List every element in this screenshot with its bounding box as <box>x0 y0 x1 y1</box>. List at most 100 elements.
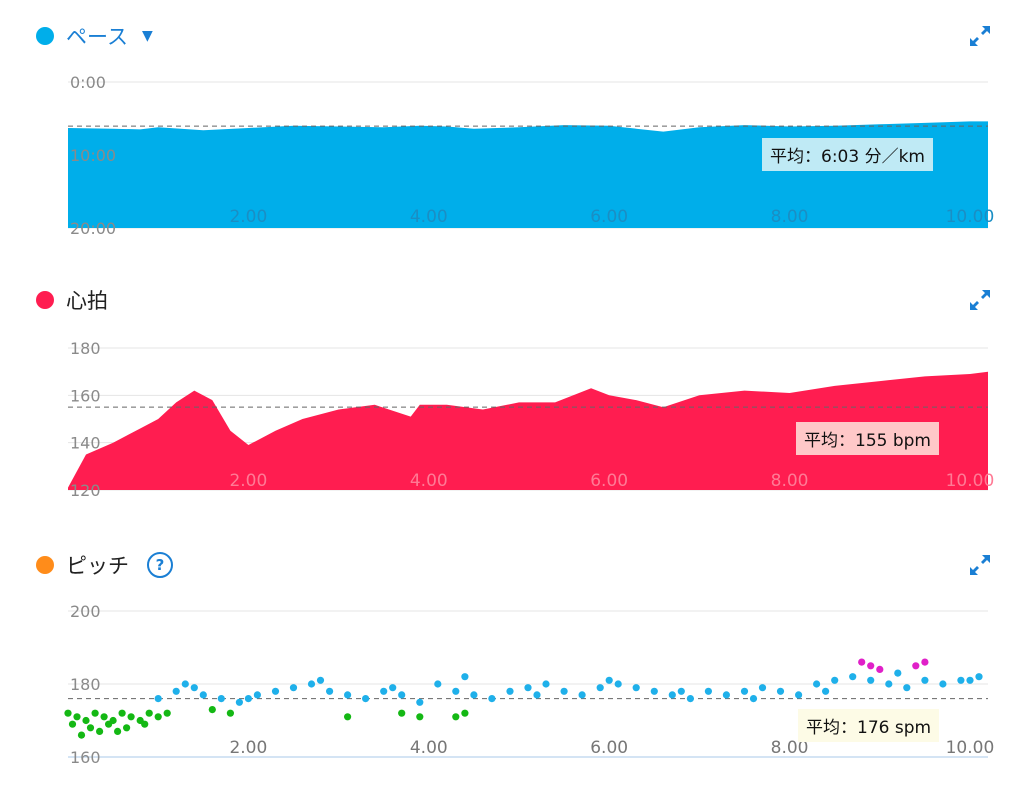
cadence-point <box>127 713 135 721</box>
cadence-point <box>849 673 857 681</box>
cadence-point <box>244 695 252 703</box>
cadence-x-tick: 8.00 <box>771 738 809 758</box>
heart-rate-x-tick: 10.00 <box>946 471 995 491</box>
cadence-point <box>96 727 104 735</box>
cadence-point <box>105 720 113 728</box>
cadence-point <box>86 724 95 732</box>
cadence-point <box>578 691 586 699</box>
cadence-point <box>939 680 947 688</box>
cadence-point <box>172 687 180 695</box>
cadence-point <box>876 665 884 673</box>
cadence-point <box>668 691 676 699</box>
cadence-point <box>114 727 122 735</box>
pace-panel: ペース ▼ 0:00 10:00 20:00 2.00 4.00 6.00 8.00 10.0… <box>0 0 1024 250</box>
cadence-point <box>389 684 397 692</box>
cadence-point <box>154 713 162 721</box>
cadence-point <box>506 687 514 695</box>
pace-header[interactable]: ペース ▼ <box>36 18 153 54</box>
expand-arrows-icon[interactable] <box>968 288 992 312</box>
cadence-point <box>344 691 352 699</box>
cadence-y-tick: 160 <box>70 748 101 767</box>
cadence-point <box>605 676 613 684</box>
cadence-point <box>452 713 460 721</box>
cadence-point <box>533 691 541 699</box>
pace-y-tick: 0:00 <box>70 73 106 92</box>
pace-x-tick: 4.00 <box>410 207 448 227</box>
cadence-point <box>650 687 658 695</box>
cadence-point <box>957 676 965 684</box>
cadence-point <box>795 691 803 699</box>
cadence-point <box>235 698 243 706</box>
cadence-point <box>307 680 316 688</box>
cadence-point <box>100 713 108 721</box>
pace-average-badge: 平均：6:03 分／km <box>762 138 933 171</box>
pace-y-tick: 10:00 <box>70 146 116 165</box>
heart-rate-x-tick: 2.00 <box>229 471 267 491</box>
heart-rate-average-badge: 平均：155 bpm <box>796 422 939 455</box>
cadence-point <box>831 676 839 684</box>
cadence-point <box>253 691 261 699</box>
cadence-point <box>722 691 731 699</box>
pace-area <box>68 121 988 228</box>
cadence-point <box>398 709 406 717</box>
question-circle-icon[interactable]: ? <box>147 552 173 578</box>
cadence-point <box>704 687 713 695</box>
cadence-chart: 200 180 160 2.00 4.00 6.00 8.00 10.00 <box>64 602 995 767</box>
cadence-point <box>894 669 902 677</box>
cadence-point <box>73 713 81 721</box>
heart-rate-y-tick: 160 <box>70 386 101 405</box>
cadence-x-tick: 4.00 <box>410 738 448 758</box>
heart-rate-area <box>68 371 988 490</box>
cadence-point <box>199 691 207 699</box>
cadence-point <box>867 676 875 684</box>
cadence-point <box>362 695 370 703</box>
cadence-point <box>921 676 929 684</box>
cadence-point <box>488 695 496 703</box>
cadence-average-badge: 平均：176 spm <box>798 709 940 742</box>
cadence-x-tick: 6.00 <box>590 738 628 758</box>
cadence-point <box>758 684 767 692</box>
cadence-point <box>118 709 126 717</box>
cadence-point <box>398 691 406 699</box>
caret-down-icon[interactable]: ▼ <box>141 28 153 44</box>
cadence-point <box>434 680 442 688</box>
pace-x-tick: 10.00 <box>946 207 995 227</box>
pace-legend-dot <box>36 27 54 45</box>
cadence-point <box>912 662 920 670</box>
pace-x-tick: 6.00 <box>590 207 628 227</box>
cadence-panel: ピッチ ? 200 180 160 2.00 4.00 6.00 8.00 10.00 平均：… <box>0 535 1024 802</box>
cadence-point <box>416 713 424 721</box>
expand-arrows-icon[interactable] <box>968 24 992 48</box>
pace-x-tick: 2.00 <box>229 207 267 227</box>
cadence-point <box>921 658 929 666</box>
cadence-point <box>208 706 216 714</box>
cadence-point <box>560 687 568 695</box>
cadence-point <box>858 658 866 666</box>
cadence-point <box>141 720 149 728</box>
cadence-point <box>614 680 622 688</box>
heart-rate-header: 心拍 <box>36 282 108 318</box>
pace-title[interactable]: ペース <box>66 25 128 49</box>
cadence-point <box>524 684 532 692</box>
heart-rate-x-tick: 6.00 <box>590 471 628 491</box>
cadence-title: ピッチ <box>66 554 129 578</box>
cadence-point <box>885 680 893 688</box>
cadence-x-tick: 10.00 <box>946 738 995 758</box>
heart-rate-x-tick: 8.00 <box>771 471 809 491</box>
cadence-point <box>68 720 77 728</box>
cadence-point <box>145 709 153 717</box>
cadence-point <box>154 695 162 703</box>
cadence-point <box>867 662 875 670</box>
cadence-point <box>326 687 334 695</box>
cadence-point <box>163 709 171 717</box>
cadence-point <box>123 724 131 732</box>
cadence-point <box>749 695 758 703</box>
pace-y-tick: 20:00 <box>70 219 116 238</box>
cadence-point <box>966 676 974 684</box>
cadence-point <box>416 698 424 706</box>
heart-rate-legend-dot <box>36 291 54 309</box>
cadence-point <box>226 709 234 717</box>
heart-rate-y-tick: 120 <box>70 481 101 500</box>
cadence-point <box>596 684 604 692</box>
expand-arrows-icon[interactable] <box>968 553 992 577</box>
